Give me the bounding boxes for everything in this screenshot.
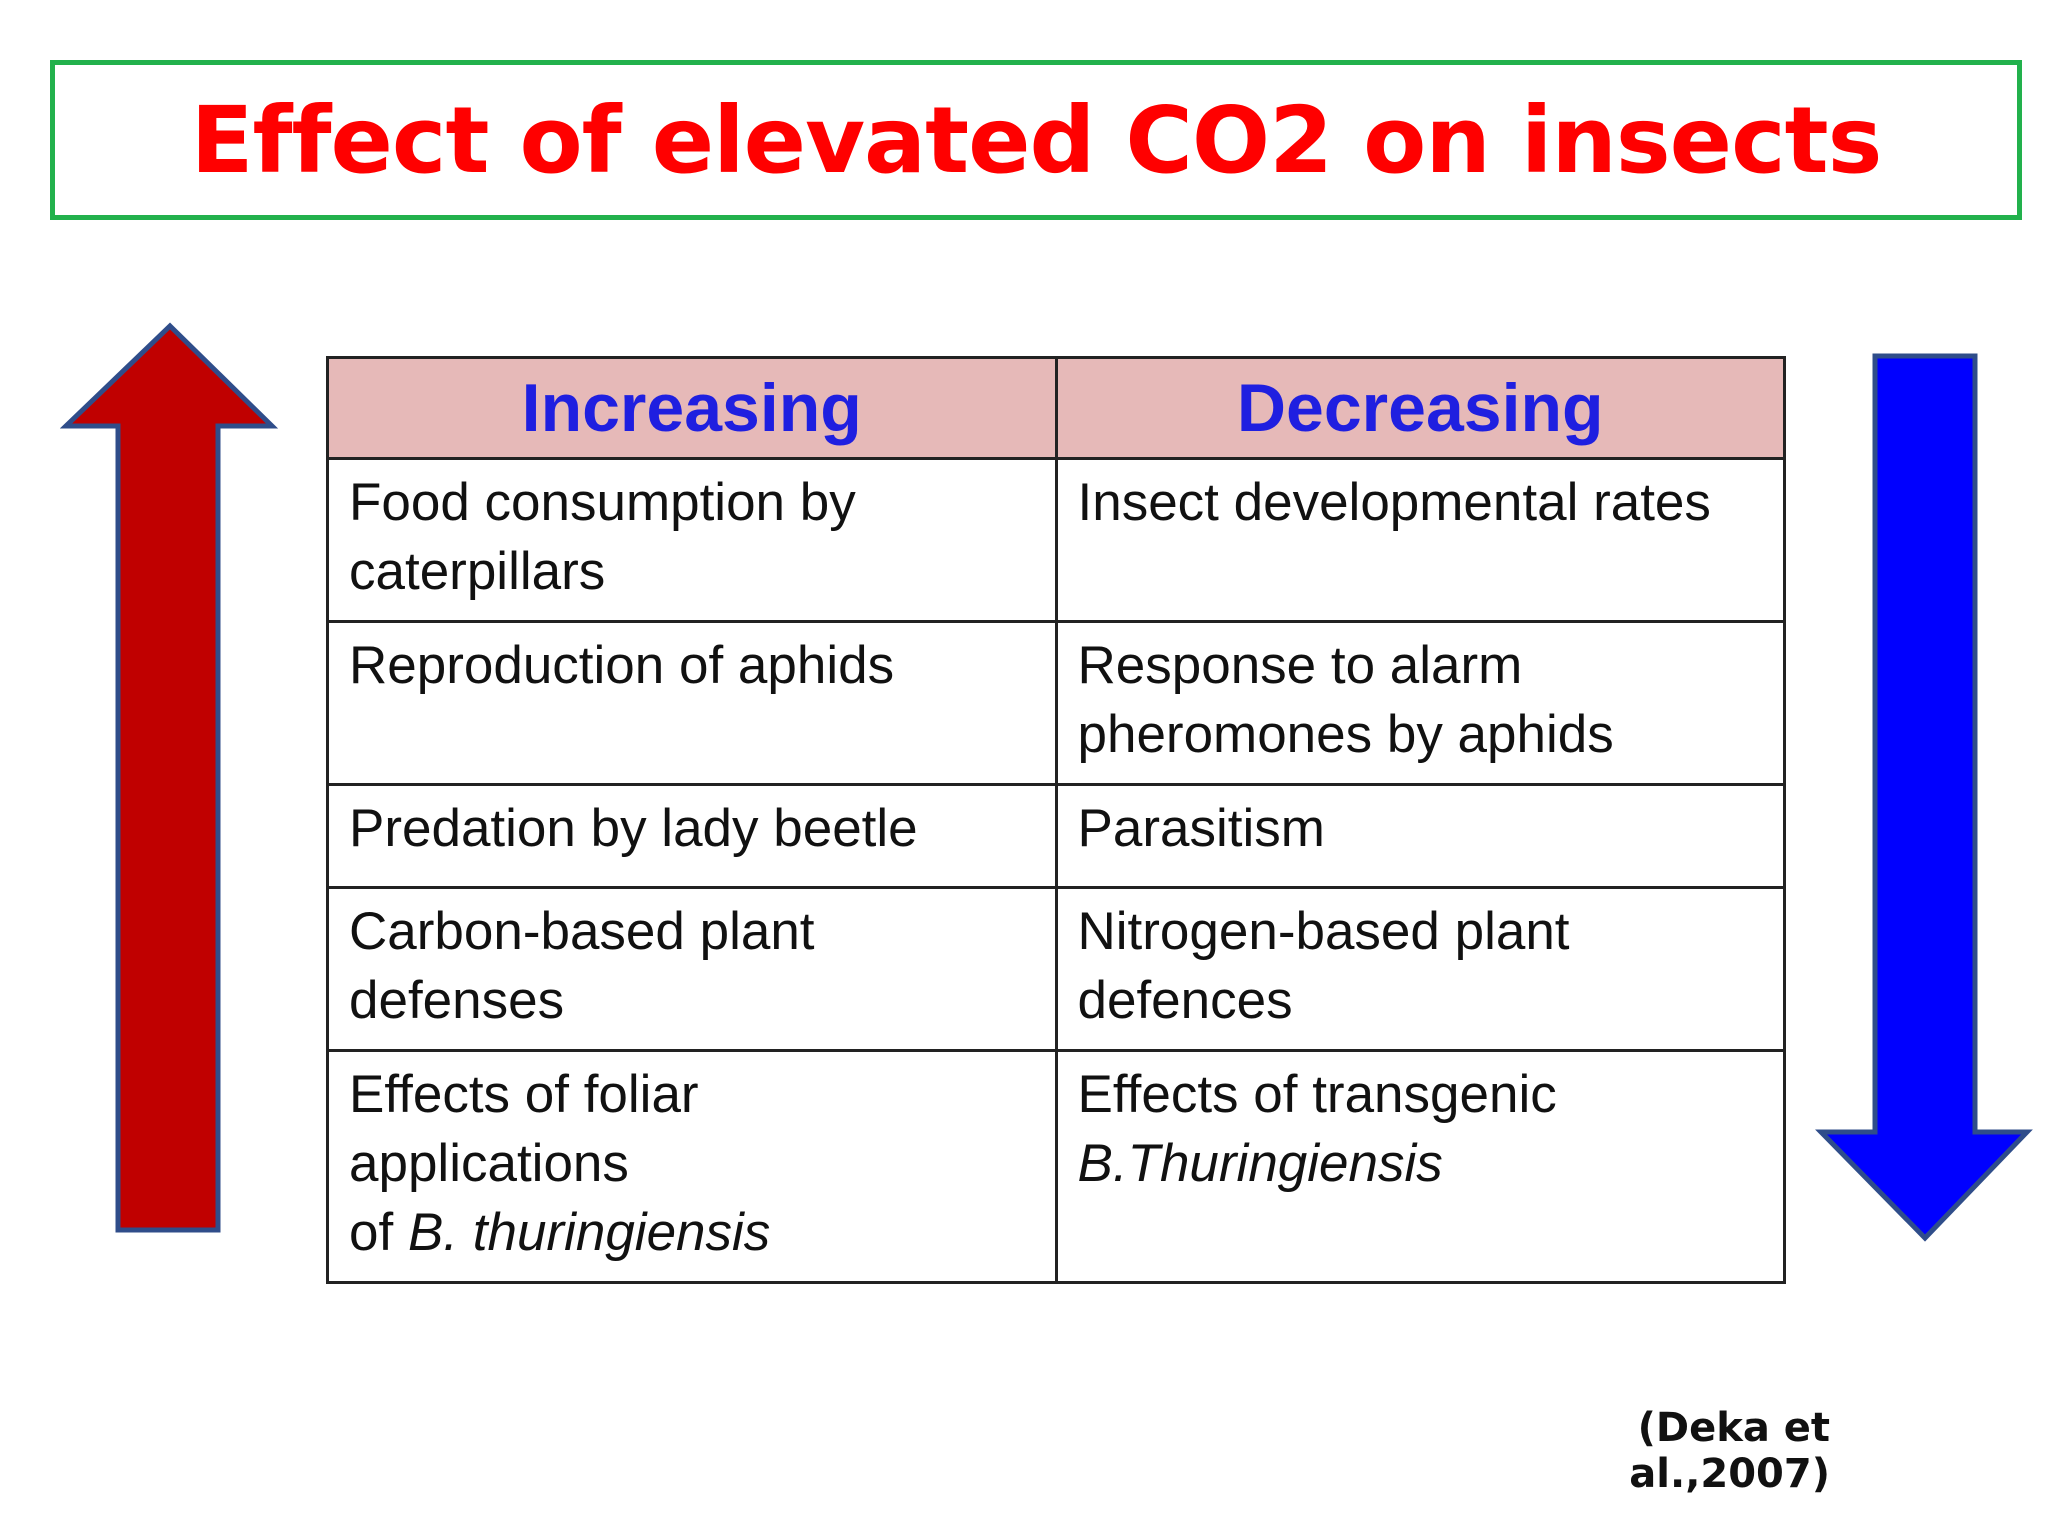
cell-decreasing: Effects of transgenic B.Thuringiensis — [1054, 1049, 1786, 1284]
cell-text: Insect developmental rates — [1077, 473, 1711, 532]
cell-text: Carbon-based plant — [349, 902, 815, 961]
effects-table: Increasing Decreasing Food consumption b… — [326, 356, 1786, 1284]
cell-text: Predation by lady beetle — [349, 799, 918, 858]
cell-text: caterpillars — [349, 542, 606, 601]
cell-increasing: Carbon-based plant defenses — [326, 886, 1058, 1052]
cell-decreasing: Response to alarm pheromones by aphids — [1054, 620, 1786, 786]
table-row: Effects of foliar applications of B. thu… — [326, 1049, 1786, 1284]
citation: (Deka et al.,2007) — [1629, 1405, 1830, 1497]
cell-text: Response to alarm — [1077, 636, 1523, 695]
cell-text: Nitrogen-based plant — [1077, 902, 1570, 961]
cell-decreasing: Insect developmental rates — [1054, 457, 1786, 623]
cell-text: Parasitism — [1077, 799, 1325, 858]
cell-increasing: Effects of foliar applications of B. thu… — [326, 1049, 1058, 1284]
slide-title: Effect of elevated CO2 on insects — [190, 86, 1883, 194]
table-row: Carbon-based plant defenses Nitrogen-bas… — [326, 886, 1786, 1052]
down-arrow-icon — [1815, 353, 2033, 1242]
cell-increasing: Predation by lady beetle — [326, 783, 1058, 889]
cell-text: Effects of transgenic — [1077, 1065, 1557, 1124]
cell-text: Effects of foliar — [349, 1065, 699, 1124]
cell-text: pheromones by aphids — [1077, 705, 1614, 764]
cell-text: Food consumption by — [349, 473, 856, 532]
title-box: Effect of elevated CO2 on insects — [50, 60, 2022, 220]
cell-increasing: Food consumption by caterpillars — [326, 457, 1058, 623]
cell-decreasing: Nitrogen-based plant defences — [1054, 886, 1786, 1052]
header-decreasing: Decreasing — [1054, 356, 1786, 460]
table-row: Reproduction of aphids Response to alarm… — [326, 620, 1786, 786]
species-name: B.Thuringiensis — [1077, 1134, 1443, 1193]
cell-text: Reproduction of aphids — [349, 636, 895, 695]
cell-decreasing: Parasitism — [1054, 783, 1786, 889]
table-row: Predation by lady beetle Parasitism — [326, 783, 1786, 889]
up-arrow-icon — [60, 322, 279, 1233]
header-increasing: Increasing — [326, 356, 1058, 460]
cell-text: of — [349, 1203, 408, 1262]
species-name: B. thuringiensis — [407, 1203, 771, 1262]
table-header-row: Increasing Decreasing — [326, 356, 1786, 460]
cell-increasing: Reproduction of aphids — [326, 620, 1058, 786]
cell-text: defenses — [349, 971, 565, 1030]
cell-text: applications — [349, 1134, 629, 1193]
table-row: Food consumption by caterpillars Insect … — [326, 457, 1786, 623]
cell-text: defences — [1077, 971, 1293, 1030]
